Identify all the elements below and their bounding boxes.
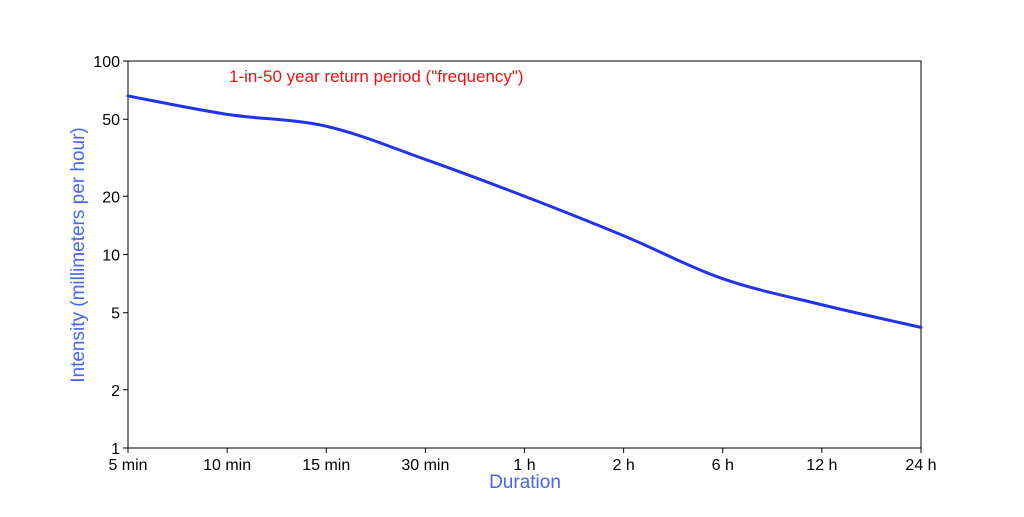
y-axis: 1 2 5 10 20 50 100 xyxy=(93,54,128,458)
y-tick-label: 50 xyxy=(102,112,120,129)
x-tick-label: 24 h xyxy=(905,457,936,474)
series-line xyxy=(126,94,923,329)
x-tick-label: 2 h xyxy=(613,457,635,474)
x-tick-label: 6 h xyxy=(712,457,734,474)
y-tick-label: 10 xyxy=(102,248,120,265)
annotation-text: 1-in-50 year return period ("frequency") xyxy=(229,67,524,86)
y-axis-title: Intensity (millimeters per hour) xyxy=(68,127,89,383)
plot-area-frame xyxy=(127,60,922,449)
x-tick-label: 12 h xyxy=(806,457,837,474)
x-tick-label: 30 min xyxy=(401,457,449,474)
x-axis-title: Duration xyxy=(489,472,561,493)
y-tick-label: 1 xyxy=(111,441,120,458)
y-tick-label: 2 xyxy=(111,383,120,400)
x-tick-label: 15 min xyxy=(302,457,350,474)
y-tick-label: 100 xyxy=(93,54,120,71)
x-tick-label: 5 min xyxy=(108,457,147,474)
y-tick-label: 5 xyxy=(111,306,120,323)
x-tick-label: 1 h xyxy=(513,457,535,474)
x-axis: 5 min 10 min 15 min 30 min 1 h 2 h 6 h 12 h 24 h xyxy=(108,448,937,474)
y-tick-label: 20 xyxy=(102,189,120,206)
x-tick-label: 10 min xyxy=(203,457,251,474)
